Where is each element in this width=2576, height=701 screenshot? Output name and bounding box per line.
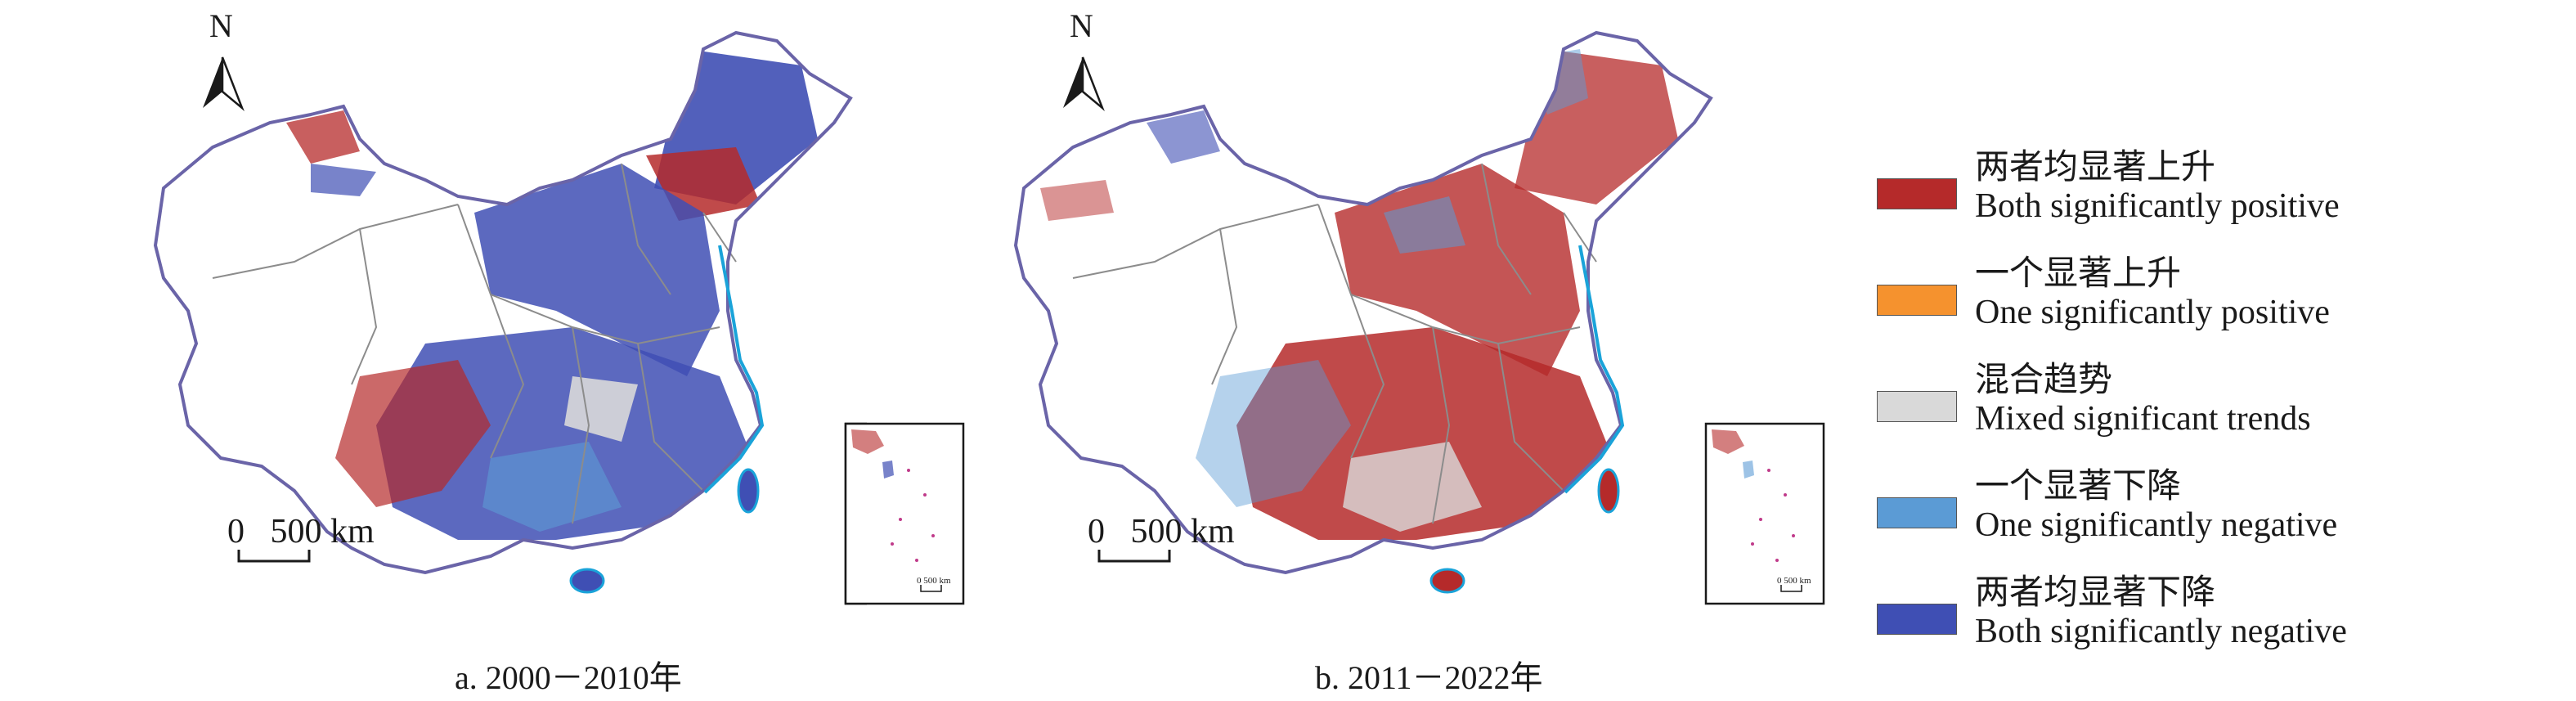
legend-label-en: Both significantly negative [1975, 613, 2347, 650]
province-borders-a [212, 163, 737, 524]
map-caption-a: a. 2000－2010年 [455, 659, 682, 696]
china-map-b [1013, 30, 1713, 594]
north-label-b: N [1070, 7, 1093, 44]
legend-swatch [1877, 604, 1957, 635]
legend-label-zh: 两者均显著上升 [1975, 149, 2216, 186]
coastline-a [703, 245, 765, 494]
legend-swatch [1877, 391, 1957, 422]
legend-item-mixed: 混合趋势 Mixed significant trends [1877, 352, 2564, 450]
legend-label-zh: 一个显著下降 [1975, 468, 2182, 506]
taiwan-island-b [1597, 468, 1620, 514]
inset-scale-label-b: 0 500 km [1777, 576, 1811, 586]
legend-label-zh: 两者均显著下降 [1975, 574, 2216, 612]
coastline-b [1564, 245, 1625, 494]
legend-label-zh: 混合趋势 [1975, 362, 2113, 399]
legend-item-both-negative: 两者均显著下降 Both significantly negative [1877, 564, 2564, 663]
scale-label-a: 0 500 km [227, 513, 375, 550]
taiwan-island-a [737, 468, 760, 514]
map-panel-a: N 0 500 km a. 2000－2010年 [0, 0, 867, 701]
scale-bar-a [237, 550, 311, 563]
china-map-a [153, 30, 867, 605]
scale-bar-b [1097, 550, 1171, 563]
legend-item-one-positive: 一个显著上升 One significantly positive [1877, 245, 2564, 344]
legend-item-both-positive: 两者均显著上升 Both significantly positive [1877, 139, 2564, 237]
inset-b: 0 500 km [1704, 422, 1825, 605]
scale-label-b: 0 500 km [1088, 513, 1235, 550]
trend-pattern-b [1016, 33, 1711, 573]
legend-swatch [1877, 497, 1957, 528]
map-panel-b: N 0 500 km b. 2011－2022年 [860, 0, 1727, 701]
legend-label-en: Both significantly positive [1975, 187, 2340, 225]
inset-scale-label-a: 0 500 km [917, 576, 951, 586]
trend-pattern-a [155, 33, 850, 573]
legend-label-en: One significantly positive [1975, 294, 2330, 331]
legend-label-en: Mixed significant trends [1975, 400, 2311, 438]
north-arrow-a [203, 56, 245, 112]
legend-label-zh: 一个显著上升 [1975, 255, 2182, 293]
inset-a: 0 500 km [844, 422, 965, 605]
legend-label-en: One significantly negative [1975, 506, 2338, 544]
legend-swatch [1877, 285, 1957, 316]
hainan-island-b [1429, 568, 1465, 594]
province-borders-b [1072, 163, 1597, 524]
legend-item-one-negative: 一个显著下降 One significantly negative [1877, 458, 2564, 556]
north-label-a: N [209, 7, 233, 44]
legend-swatch [1877, 178, 1957, 209]
hainan-island-a [569, 568, 605, 594]
map-caption-b: b. 2011－2022年 [1315, 659, 1543, 696]
north-arrow-b [1063, 56, 1105, 112]
